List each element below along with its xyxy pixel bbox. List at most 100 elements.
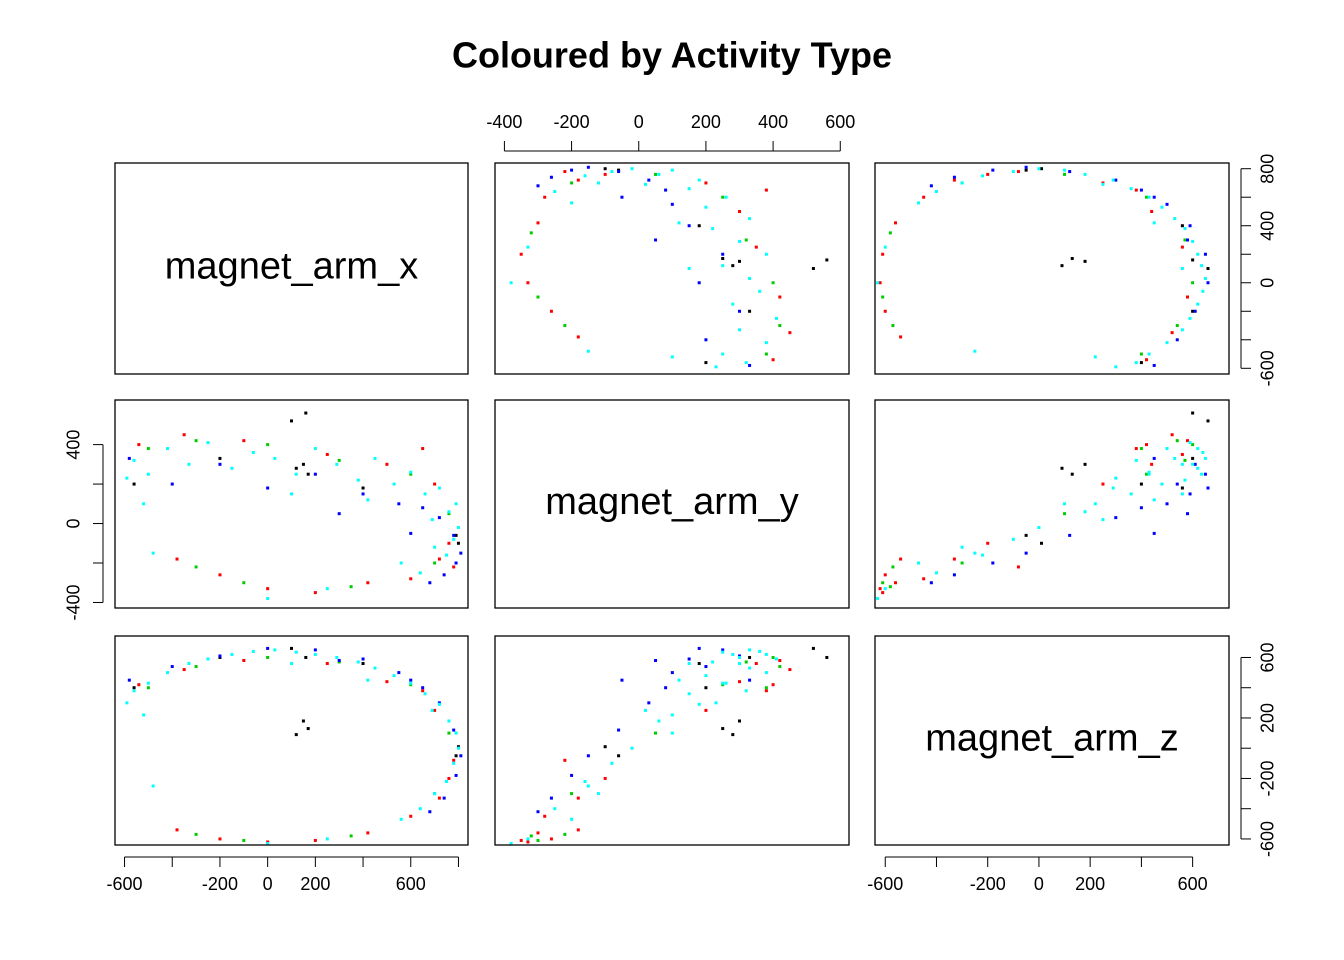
- point: [670, 713, 674, 717]
- point: [536, 838, 540, 842]
- point: [1206, 281, 1210, 285]
- point: [1039, 541, 1043, 545]
- point: [1165, 502, 1169, 506]
- point: [917, 561, 921, 565]
- tick-label: 0: [1258, 278, 1278, 288]
- point: [1134, 188, 1138, 192]
- point: [218, 462, 222, 466]
- tick-label: 200: [1075, 874, 1105, 894]
- point: [526, 245, 530, 249]
- point: [1152, 363, 1156, 367]
- panel-frame: [874, 399, 1230, 609]
- point: [304, 655, 308, 659]
- variable-label: magnet_arm_z: [925, 718, 1178, 760]
- point: [397, 671, 401, 675]
- point: [251, 649, 255, 653]
- point: [1063, 512, 1067, 516]
- point: [206, 441, 210, 445]
- tick-label: 0: [634, 112, 644, 132]
- point: [891, 324, 895, 328]
- panel-frame: [114, 162, 469, 375]
- point: [563, 832, 567, 836]
- point: [563, 758, 567, 762]
- tick-label: 400: [758, 112, 788, 132]
- point: [991, 561, 995, 565]
- point: [325, 662, 329, 666]
- point: [1083, 510, 1087, 514]
- point: [242, 581, 246, 585]
- point: [1191, 462, 1195, 466]
- point: [778, 658, 782, 662]
- point: [610, 170, 614, 174]
- point: [536, 810, 540, 814]
- point: [447, 776, 451, 780]
- point: [934, 571, 938, 575]
- point: [1083, 172, 1087, 176]
- point: [437, 701, 441, 705]
- point: [409, 531, 413, 535]
- point: [447, 512, 451, 516]
- point: [459, 551, 463, 555]
- point: [146, 681, 150, 685]
- point: [764, 252, 768, 256]
- point: [290, 646, 293, 650]
- point: [1165, 341, 1169, 345]
- point: [399, 817, 403, 821]
- point: [433, 561, 437, 565]
- point: [677, 221, 681, 225]
- point: [973, 349, 977, 353]
- point: [754, 662, 758, 666]
- point: [893, 221, 897, 225]
- point: [603, 745, 607, 749]
- point: [981, 553, 985, 557]
- point: [724, 195, 728, 199]
- point: [570, 773, 574, 777]
- point: [392, 482, 396, 486]
- point: [1160, 482, 1164, 486]
- point: [630, 746, 634, 750]
- point: [385, 462, 389, 466]
- variable-label: magnet_arm_x: [165, 246, 418, 288]
- point: [973, 551, 977, 555]
- point: [230, 466, 234, 470]
- point: [778, 324, 782, 328]
- point: [445, 779, 449, 783]
- point: [758, 289, 762, 293]
- point: [1193, 462, 1197, 466]
- point: [452, 565, 456, 569]
- point: [304, 411, 308, 415]
- tick-label: -600: [1258, 350, 1278, 386]
- point: [811, 267, 815, 270]
- point: [1114, 516, 1118, 520]
- point: [437, 486, 441, 490]
- point: [960, 181, 964, 185]
- point: [206, 657, 210, 661]
- point: [714, 365, 718, 369]
- point: [917, 201, 921, 205]
- point: [704, 338, 708, 342]
- point: [423, 692, 427, 696]
- point: [1196, 252, 1200, 256]
- point: [687, 657, 691, 661]
- point: [306, 727, 310, 731]
- point: [1203, 456, 1207, 460]
- point: [361, 662, 365, 666]
- point: [454, 754, 458, 758]
- point: [738, 309, 742, 313]
- point: [986, 172, 990, 176]
- point: [758, 649, 762, 653]
- point: [647, 701, 651, 705]
- point: [1070, 472, 1074, 476]
- point: [731, 302, 735, 306]
- point: [1152, 498, 1156, 502]
- point: [409, 470, 413, 474]
- point: [704, 665, 708, 669]
- point: [373, 456, 377, 460]
- point: [744, 660, 748, 664]
- point: [576, 178, 580, 182]
- point: [536, 831, 540, 835]
- point: [266, 646, 270, 650]
- point: [142, 713, 146, 717]
- point: [409, 683, 413, 687]
- point: [620, 678, 624, 682]
